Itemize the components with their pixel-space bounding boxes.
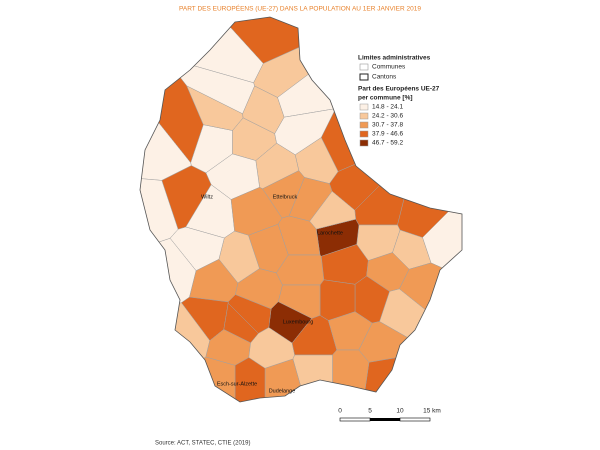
legend-heading: per commune [%] — [358, 95, 413, 102]
legend-label: Cantons — [372, 74, 397, 81]
commune — [361, 351, 462, 402]
commune — [309, 190, 356, 230]
map-title: PART DES EUROPÉENS (UE-27) DANS LA POPUL… — [179, 4, 421, 13]
legend-label: 14.8 - 24.1 — [372, 104, 403, 111]
place-label: Luxembourg — [283, 319, 314, 325]
legend-heading: Limites administratives — [358, 55, 431, 62]
scale-label: 10 — [396, 408, 404, 415]
legend-swatch — [359, 139, 369, 147]
communes — [140, 17, 462, 402]
commune — [332, 349, 370, 402]
scale-label: 15 km — [423, 408, 441, 415]
scale-segment — [370, 418, 400, 421]
scale-label: 5 — [368, 408, 372, 415]
scale-segment — [399, 417, 431, 422]
commune — [278, 284, 321, 319]
scale-label: 0 — [338, 408, 342, 415]
legend-swatch — [359, 112, 369, 120]
source: Source: ACT, STATEC, CTIE (2019) — [155, 441, 250, 447]
place-label: Ettelbruck — [273, 194, 298, 200]
legend-swatch — [359, 121, 369, 129]
legend-heading: Part des Européens UE-27 — [358, 86, 440, 93]
place-label: Larochette — [317, 230, 343, 236]
place-label: Esch-sur-Alzette — [217, 381, 257, 387]
scale-bar: 0 5 10 15 km — [338, 408, 441, 422]
place-labels: Wiltz Ettelbruck Larochette Luxembourg E… — [201, 194, 343, 394]
legend-swatch — [359, 103, 369, 111]
legend-label: 37.9 - 46.6 — [372, 131, 403, 138]
commune — [277, 215, 321, 256]
commune — [186, 85, 244, 131]
commune — [234, 357, 266, 402]
commune — [242, 85, 285, 134]
legend-label: 30.7 - 37.8 — [372, 122, 403, 129]
place-label: Wiltz — [201, 194, 213, 200]
legend-label: 46.7 - 59.2 — [372, 140, 403, 147]
legend-swatch — [359, 63, 369, 71]
commune — [223, 302, 259, 344]
legend-label: Communes — [372, 64, 406, 71]
country-border — [139, 16, 463, 403]
legend: Limites administratives Communes Cantons… — [358, 55, 440, 147]
legend-swatch — [359, 73, 369, 81]
place-label: Dudelange — [269, 388, 296, 394]
legend-swatch — [359, 130, 369, 138]
legend-label: 24.2 - 30.6 — [372, 113, 403, 120]
scale-segment — [339, 417, 371, 422]
